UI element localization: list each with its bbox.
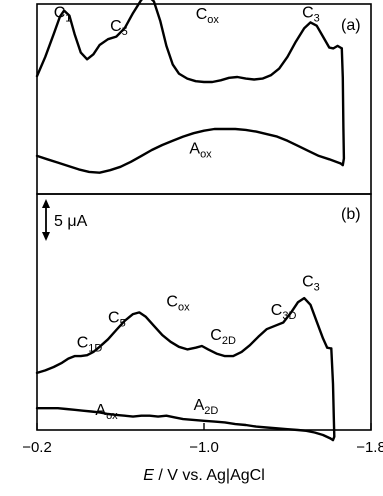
peak-label-b-cox: Cox [166, 294, 190, 314]
peak-label-subscript: 2D [222, 335, 236, 347]
scale-bar-arrow-down [42, 232, 50, 241]
peak-label-b-a2d: A2D [194, 397, 219, 417]
peak-label-main: C [108, 310, 120, 327]
peak-label-main: C [271, 302, 283, 319]
peak-label-main: C [302, 273, 314, 290]
panel-a-cathodic-scan [35, 0, 343, 84]
peak-label-subscript: 5 [120, 318, 126, 330]
peak-label-main: C [302, 4, 314, 21]
peak-label-main: C [210, 327, 222, 344]
x-axis-label-text: / V vs. Ag|AgCl [154, 467, 265, 484]
x-axis-variable: E [143, 467, 154, 484]
peak-label-subscript: 5 [122, 26, 128, 38]
peak-label-a-cox: Cox [196, 6, 220, 26]
peak-label-subscript: 1 [65, 12, 71, 24]
peak-label-subscript: 1D [88, 343, 102, 355]
panel-a-label: (a) [341, 17, 361, 34]
scale-bar-arrow-up [42, 199, 50, 208]
scale-bar: 5 μA [42, 199, 88, 241]
peak-label-a-c5: C5 [110, 18, 128, 38]
x-axis-label: E / V vs. Ag|AgCl [143, 467, 265, 484]
curves [35, 0, 346, 442]
peak-label-main: C [54, 4, 66, 21]
peak-label-b-aox: Aox [95, 402, 118, 422]
panel-a-reverse-vertex [339, 47, 346, 167]
peak-label-a-c3: C3 [302, 4, 320, 24]
panel-b-anodic-scan [35, 407, 332, 440]
peak-label-b-c3: C3 [302, 273, 320, 293]
panel-b-label: (b) [341, 206, 361, 223]
peak-label-subscript: ox [207, 14, 219, 26]
peak-label-main: A [194, 397, 205, 414]
peak-label-main: C [110, 18, 122, 35]
peak-label-main: A [95, 402, 106, 419]
x-tick-label: −1.8 [356, 439, 383, 456]
peak-label-subscript: ox [200, 148, 212, 160]
peak-label-main: A [189, 140, 200, 157]
peak-label-subscript: 3D [282, 310, 296, 322]
panel-a-anodic-scan [35, 127, 342, 174]
x-axis-ticks: −0.2 −1.0 −1.8 [22, 423, 383, 456]
peak-label-subscript: ox [178, 302, 190, 314]
peak-label-b-c2d: C2D [210, 327, 236, 347]
peak-label-main: C [196, 6, 208, 23]
panel-b-reverse-vertex [329, 347, 336, 442]
peak-label-b-c1d: C1D [77, 335, 103, 355]
panel-b-cathodic-scan [35, 296, 333, 375]
peak-label-a-c1: C1 [54, 4, 72, 24]
peak-label-subscript: 2D [204, 405, 218, 417]
peak-label-subscript: 3 [314, 12, 320, 24]
peak-label-main: C [77, 335, 89, 352]
peak-label-main: C [166, 294, 178, 311]
scale-bar-label: 5 μA [54, 213, 88, 230]
peak-label-subscript: ox [106, 410, 118, 422]
peak-label-b-c3d: C3D [271, 302, 297, 322]
x-tick-label: −0.2 [22, 439, 52, 456]
peak-label-subscript: 3 [314, 281, 320, 293]
peak-label-a-aox: Aox [189, 140, 212, 160]
x-tick-label: −1.0 [189, 439, 219, 456]
peak-label-b-c5: C5 [108, 310, 126, 330]
